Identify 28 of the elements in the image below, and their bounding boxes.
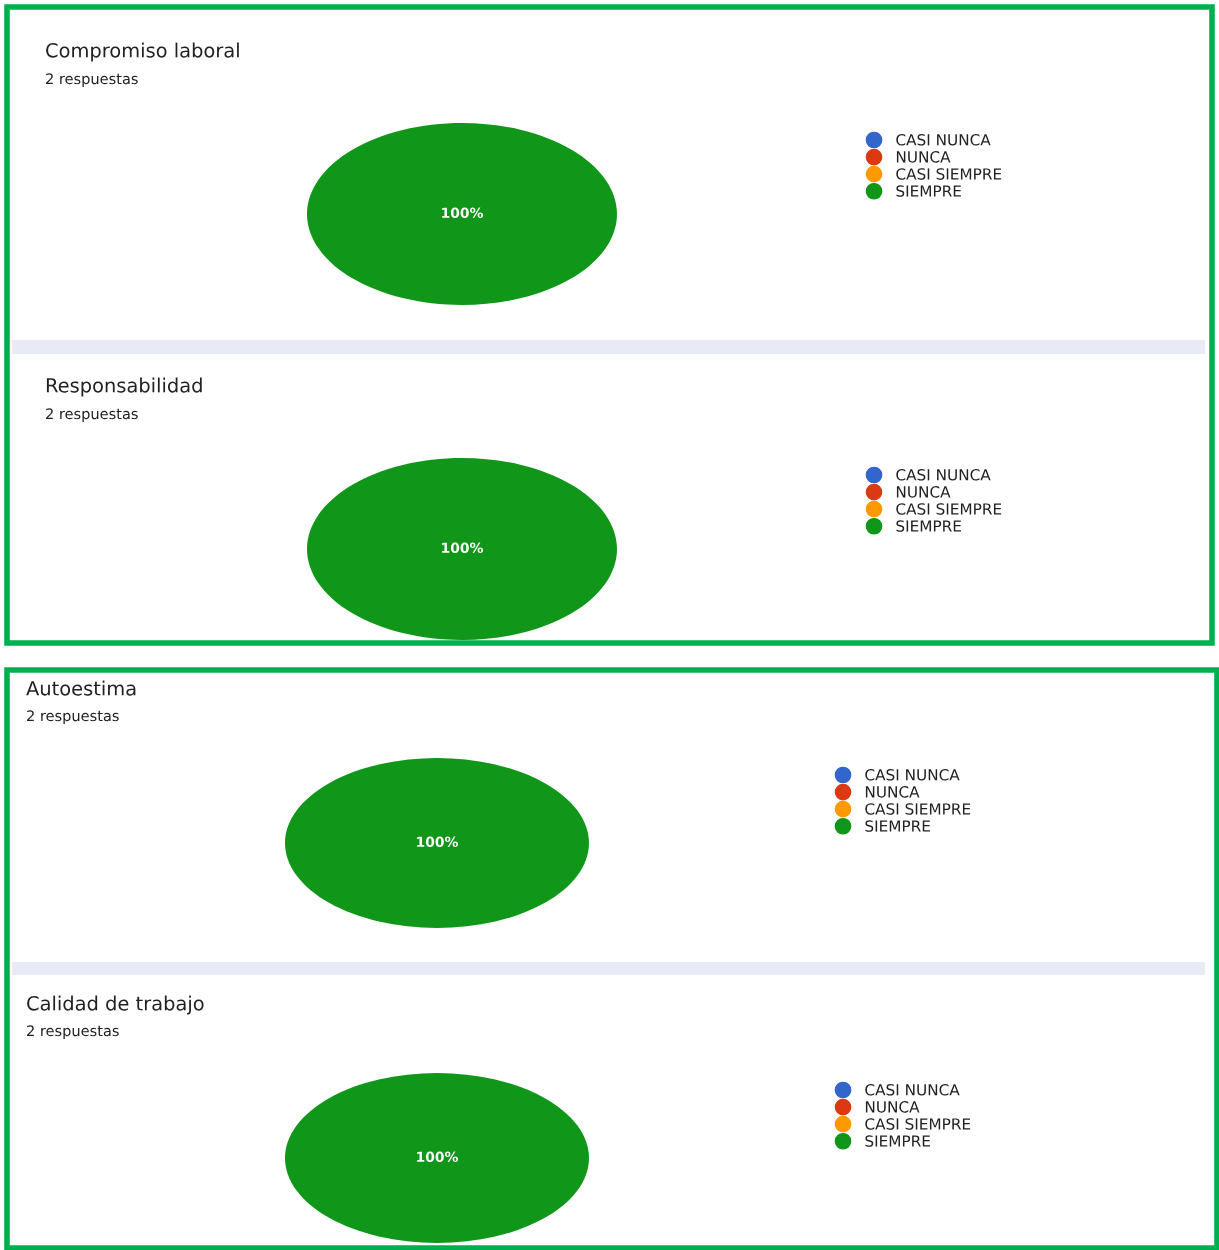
legend-label: SIEMPRE bbox=[896, 520, 961, 532]
legend-label: CASI SIEMPRE bbox=[896, 168, 1002, 180]
legend-label: NUNCA bbox=[865, 1101, 920, 1113]
legend-label: CASI NUNCA bbox=[896, 469, 991, 481]
text: 2 respuestas bbox=[46, 73, 138, 88]
text: Autoestima bbox=[26, 680, 136, 696]
text: Responsabilidad bbox=[46, 377, 202, 397]
legend-label: NUNCA bbox=[865, 786, 920, 798]
text: 2 respuestas bbox=[27, 1025, 119, 1040]
data-label: 100% bbox=[417, 1151, 459, 1163]
legend-label: SIEMPRE bbox=[865, 1135, 930, 1147]
legend-label: SIEMPRE bbox=[865, 820, 930, 832]
text: Calidad de trabajo bbox=[27, 995, 204, 1015]
legend-label: NUNCA bbox=[896, 486, 951, 498]
legend-label: CASI SIEMPRE bbox=[865, 803, 971, 815]
text: 2 respuestas bbox=[46, 408, 138, 423]
legend-label: SIEMPRE bbox=[896, 185, 961, 197]
text: Compromiso laboral bbox=[46, 42, 239, 62]
legend-label: CASI NUNCA bbox=[896, 134, 991, 146]
legend-label: CASI NUNCA bbox=[865, 1084, 960, 1096]
legend-label: CASI SIEMPRE bbox=[865, 1118, 971, 1130]
data-label: 100% bbox=[442, 542, 484, 554]
legend-label: NUNCA bbox=[896, 151, 951, 163]
legend-label: CASI NUNCA bbox=[865, 769, 960, 781]
text: 2 respuestas bbox=[27, 710, 119, 725]
legend-label: CASI SIEMPRE bbox=[896, 503, 1002, 515]
data-label: 100% bbox=[417, 836, 459, 848]
data-label: 100% bbox=[442, 207, 484, 219]
